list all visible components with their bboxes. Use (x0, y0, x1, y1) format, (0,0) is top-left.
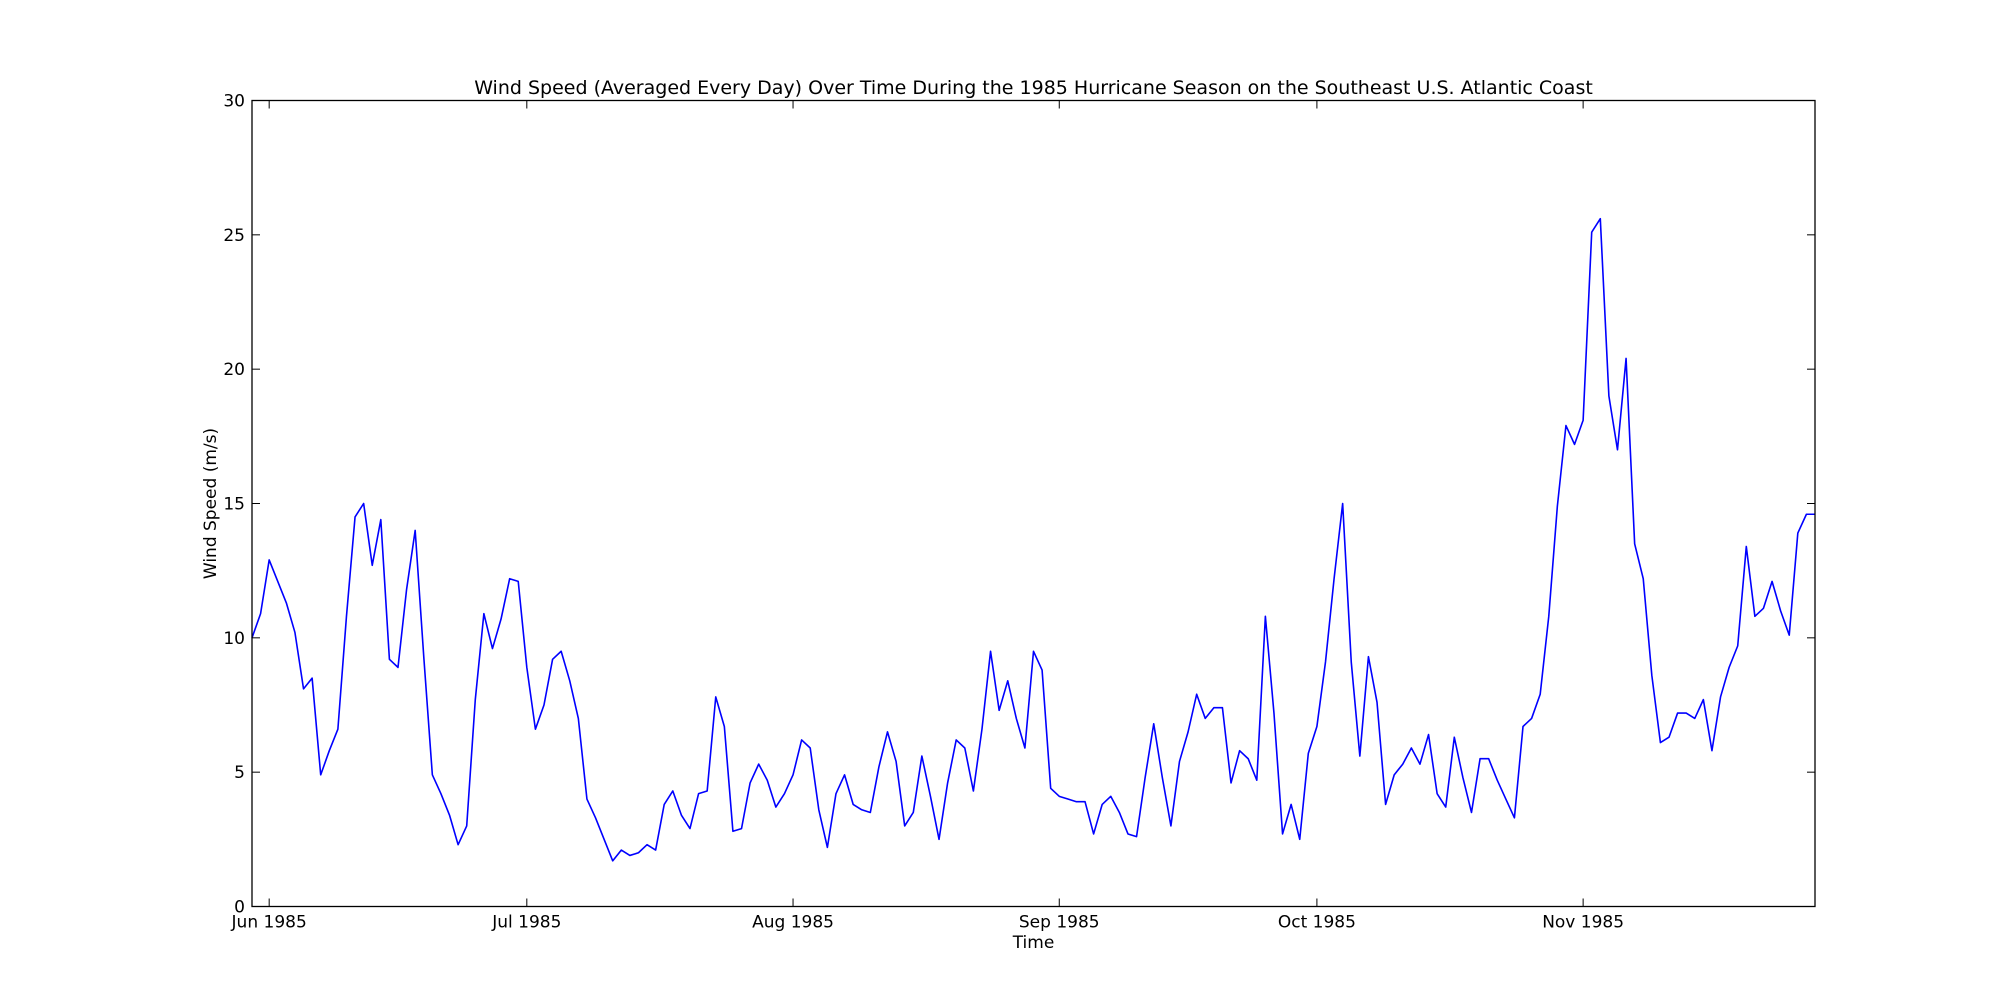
y-axis-label: Wind Speed (m/s) (201, 428, 221, 579)
y-tick-label: 15 (223, 495, 245, 515)
x-tick-label: Jul 1985 (491, 913, 561, 933)
y-tick-label: 20 (223, 360, 245, 380)
x-tick-label: Jun 1985 (231, 913, 307, 933)
x-tick-label: Nov 1985 (1542, 913, 1624, 933)
x-tick-label: Sep 1985 (1019, 913, 1100, 933)
y-axis: 0 5 10 15 20 25 30 (223, 92, 1815, 918)
plot-series-layer (251, 217, 1815, 862)
y-tick-label: 0 (234, 898, 245, 918)
series-line-0 (251, 217, 1815, 862)
x-tick-label: Oct 1985 (1278, 913, 1356, 933)
y-tick-label: 5 (234, 763, 245, 783)
chart-title: Wind Speed (Averaged Every Day) Over Tim… (474, 77, 1593, 99)
x-axis-label: Time (1012, 933, 1055, 953)
x-axis: Jun 1985 Jul 1985 Aug 1985 Sep 1985 Oct 1985… (231, 100, 1624, 933)
plot-frame (251, 99, 1816, 908)
x-tick-label: Aug 1985 (752, 913, 834, 933)
y-tick-label: 25 (223, 226, 245, 246)
y-tick-label: 30 (223, 92, 245, 112)
y-tick-label: 10 (223, 629, 245, 649)
